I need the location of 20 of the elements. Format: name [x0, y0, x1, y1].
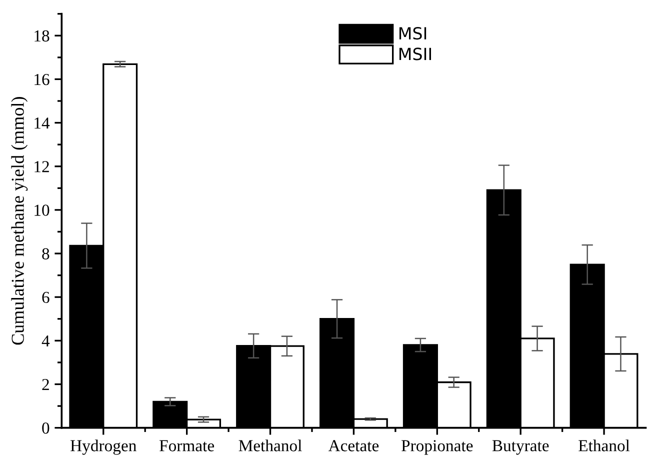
y-tick-label: 0: [42, 422, 50, 434]
y-tick-label: 6: [42, 292, 50, 304]
x-tick-label: Acetate: [328, 440, 379, 452]
x-tick-label: Propionate: [402, 440, 473, 455]
y-axis-title: Cumulative methane yield (mmol): [11, 97, 28, 345]
legend-label: MSI: [399, 26, 426, 40]
y-tick-label: 8: [42, 248, 50, 260]
x-tick-label: Methanol: [238, 440, 302, 452]
x-tick-label: Butyrate: [492, 440, 549, 455]
x-tick-label: Ethanol: [578, 440, 630, 452]
legend-label: MSII: [399, 48, 431, 60]
y-tick-label: 18: [34, 30, 50, 42]
y-tick-label: 2: [42, 378, 49, 390]
y-tick-label: 14: [34, 118, 50, 129]
x-tick-label: Hydrogen: [70, 440, 136, 455]
y-tick-label: 12: [34, 161, 49, 172]
y-tick-label: 10: [34, 204, 50, 216]
y-tick-label: 4: [42, 335, 50, 346]
y-tick-label: 16: [34, 74, 50, 86]
x-tick-label: Formate: [160, 440, 214, 452]
